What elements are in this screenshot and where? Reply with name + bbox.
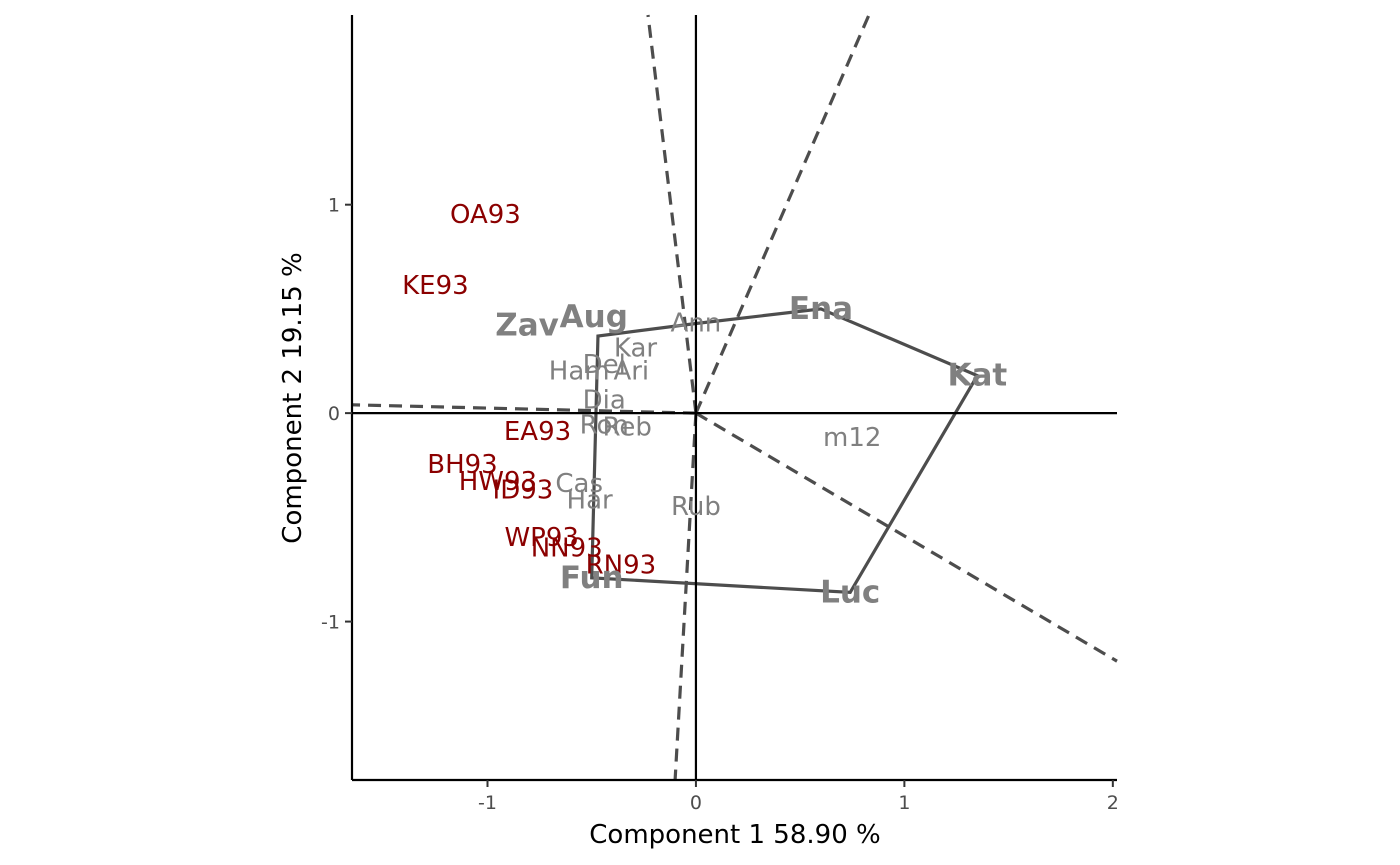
y-axis-title: Component 2 19.15 %: [278, 252, 308, 543]
genotype-label: Ena: [789, 291, 853, 327]
y-tick-label: -1: [321, 612, 340, 634]
genotype-label: Rub: [671, 492, 721, 522]
genotype-label: Kar: [614, 334, 658, 364]
environment-label: BH93: [427, 450, 497, 480]
environment-label: OA93: [450, 200, 521, 230]
sector-line-3: [646, 14, 698, 414]
environment-label: EA93: [504, 417, 571, 447]
sector-line-2: [694, 14, 871, 414]
environment-label: NN93: [531, 534, 603, 564]
x-tick-label: 2: [1107, 792, 1119, 814]
x-axis-title: Component 1 58.90 %: [589, 820, 880, 850]
genotype-label: Del: [583, 350, 626, 380]
genotype-label: Aug: [560, 299, 628, 335]
genotype-label: Reb: [602, 413, 651, 443]
genotype-label: Ron: [580, 411, 629, 441]
ticks: -1 0 1 2 -1 0 1: [321, 195, 1119, 814]
genotype-label: Ann: [671, 309, 722, 339]
genotype-label: Ari: [613, 356, 649, 386]
y-tick-label: 0: [328, 403, 340, 425]
x-tick-label: 1: [898, 792, 910, 814]
x-tick-label: -1: [478, 792, 497, 814]
genotype-label: Cas: [555, 469, 603, 499]
sector-line-5: [673, 413, 698, 781]
y-tick-label: 1: [328, 195, 340, 217]
genotype-label: Kat: [947, 358, 1007, 394]
sector-lines: [351, 14, 1118, 781]
axes: [350, 15, 1117, 782]
x-tick-label: 0: [690, 792, 702, 814]
sector-line-1: [351, 403, 696, 415]
genotype-label: Dia: [583, 386, 626, 416]
environment-label: RN93: [586, 550, 657, 580]
environment-label: HW93: [459, 467, 537, 497]
environment-label: WP93: [504, 523, 578, 553]
environment-label: ID93: [493, 475, 554, 505]
genotype-label: Luc: [820, 574, 880, 610]
genotype-label: Har: [567, 486, 613, 516]
sector-line-4: [695, 411, 1118, 663]
genotype-label: Zav: [495, 308, 559, 344]
genotype-label: Fun: [560, 560, 624, 596]
environment-label: KE93: [402, 271, 469, 301]
genotype-label: m12: [823, 423, 881, 453]
genotype-label: Ham: [549, 356, 610, 386]
